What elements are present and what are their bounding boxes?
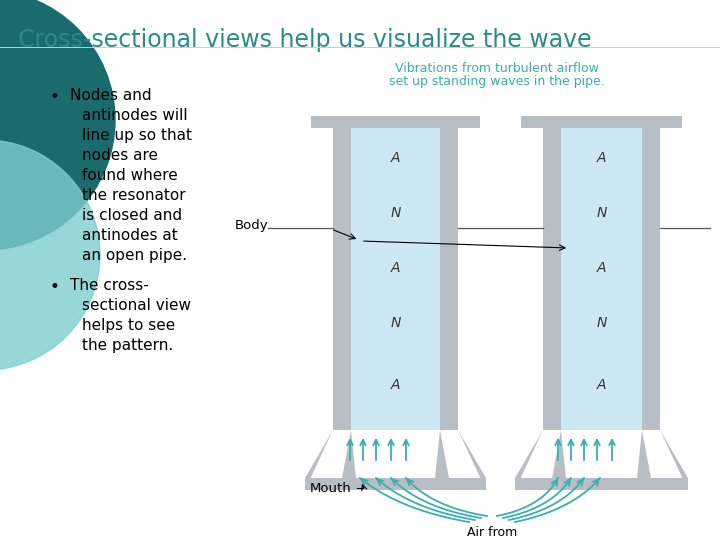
Text: A: A <box>597 151 606 165</box>
Text: the resonator: the resonator <box>82 188 186 203</box>
Polygon shape <box>458 430 486 490</box>
Text: Nodes and: Nodes and <box>70 88 152 103</box>
Text: Mouth: Mouth <box>310 482 366 495</box>
Text: antinodes at: antinodes at <box>82 228 178 243</box>
Text: helps to see: helps to see <box>82 318 175 333</box>
Bar <box>561 128 642 430</box>
Text: A: A <box>391 378 400 392</box>
Polygon shape <box>552 430 566 478</box>
Text: line up so that: line up so that <box>82 128 192 143</box>
Polygon shape <box>311 116 480 128</box>
Text: nodes are: nodes are <box>82 148 158 163</box>
Text: Air from
blower: Air from blower <box>467 526 517 540</box>
Text: A: A <box>391 151 400 165</box>
Bar <box>515 478 688 490</box>
Text: Body: Body <box>235 219 268 233</box>
Text: The cross-: The cross- <box>70 278 149 293</box>
Text: N: N <box>390 206 401 220</box>
Circle shape <box>0 0 115 250</box>
Bar <box>311 116 480 128</box>
Text: A: A <box>391 261 400 275</box>
Text: sectional view: sectional view <box>82 298 191 313</box>
Bar <box>543 128 561 430</box>
Text: N: N <box>596 316 607 330</box>
Polygon shape <box>515 430 543 490</box>
Text: A: A <box>597 378 606 392</box>
Text: an open pipe.: an open pipe. <box>82 248 187 263</box>
Polygon shape <box>637 430 651 478</box>
Polygon shape <box>435 430 449 478</box>
Polygon shape <box>660 430 688 490</box>
Text: N: N <box>596 206 607 220</box>
Polygon shape <box>305 430 333 490</box>
Polygon shape <box>521 116 682 128</box>
Text: •: • <box>50 278 60 296</box>
Text: is closed and: is closed and <box>82 208 182 223</box>
Text: Vibrations from turbulent airflow: Vibrations from turbulent airflow <box>395 62 598 75</box>
Text: found where: found where <box>82 168 178 183</box>
Text: Cross-sectional views help us visualize the wave: Cross-sectional views help us visualize … <box>18 28 592 52</box>
Text: N: N <box>390 316 401 330</box>
Circle shape <box>0 140 100 370</box>
Text: the pattern.: the pattern. <box>82 338 174 353</box>
Bar <box>521 116 682 128</box>
Text: antinodes will: antinodes will <box>82 108 188 123</box>
Bar <box>351 128 440 430</box>
Bar <box>440 128 458 430</box>
Bar <box>333 128 351 430</box>
Text: •: • <box>50 88 60 106</box>
Bar <box>305 478 486 490</box>
Polygon shape <box>342 430 356 478</box>
Bar <box>642 128 660 430</box>
Text: set up standing waves in the pipe.: set up standing waves in the pipe. <box>389 75 604 88</box>
Text: A: A <box>597 261 606 275</box>
